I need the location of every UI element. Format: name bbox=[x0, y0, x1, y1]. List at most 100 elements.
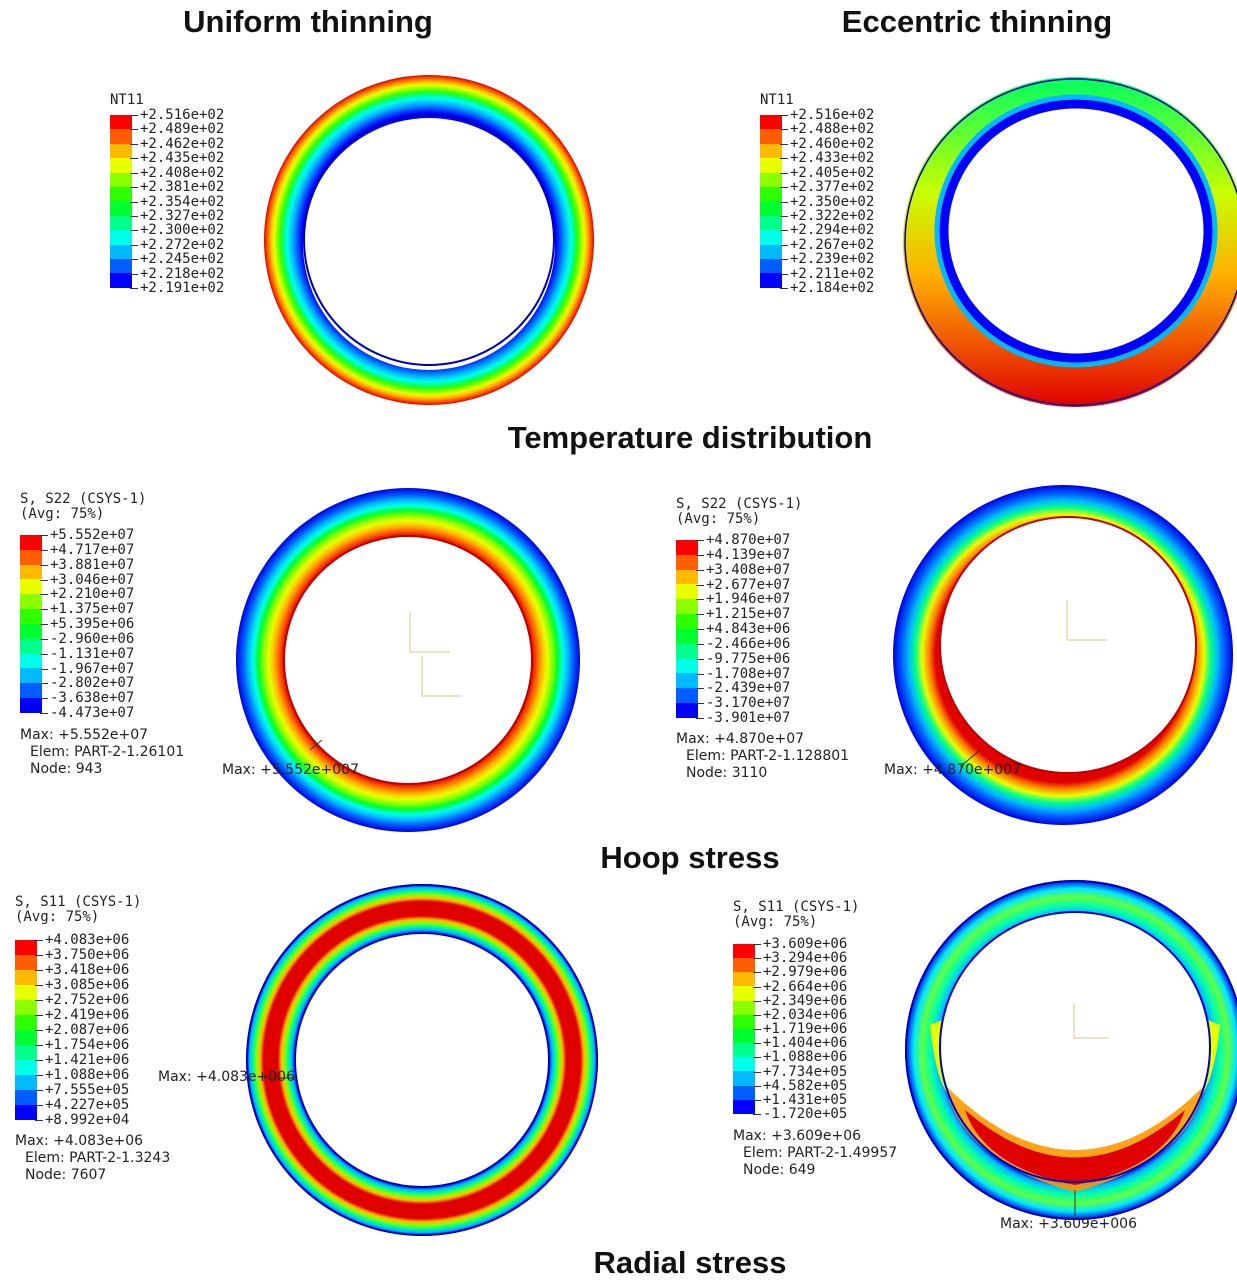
legend-tick bbox=[696, 584, 704, 586]
legend-swatch bbox=[676, 554, 698, 570]
info-elem: Elem: PART-2-1.49957 bbox=[743, 1145, 898, 1161]
max-label-radial-uniform: Max: +4.083e+006 bbox=[158, 1069, 295, 1085]
info-hoop-eccentric: Max: +4.870e+07 Elem: PART-2-1.128801 No… bbox=[676, 731, 849, 782]
legend-value: +3.046e+07 bbox=[50, 571, 135, 588]
legend-swatch bbox=[20, 579, 42, 595]
legend-swatch bbox=[676, 643, 698, 659]
legend-swatch bbox=[110, 158, 132, 173]
legend-header: S, S22 (CSYS-1) bbox=[20, 491, 147, 507]
legend-value: +3.085e+06 bbox=[45, 977, 130, 993]
legend-temperature-uniform: NT11 +2.516e+02 +2.489e+02 +2.462e+02 +2.435… bbox=[110, 93, 224, 296]
info-node: Node: 7607 bbox=[25, 1167, 107, 1183]
legend-value: +4.139e+07 bbox=[706, 546, 791, 563]
legend-swatch bbox=[15, 1045, 37, 1060]
info-elem: Elem: PART-2-1.3243 bbox=[25, 1150, 171, 1166]
legend-value: -2.960e+06 bbox=[50, 630, 135, 647]
legend-value: +2.239e+02 bbox=[790, 251, 875, 268]
legend-value: -3.901e+07 bbox=[706, 710, 791, 726]
legend-tick bbox=[130, 273, 138, 275]
legend-value: -2.466e+06 bbox=[706, 635, 791, 652]
legend-value: +2.272e+02 bbox=[140, 236, 225, 253]
temperature-distribution-title: Temperature distribution bbox=[507, 420, 873, 455]
legend-tick bbox=[35, 1105, 43, 1106]
max-label-hoop-uniform: Max: +5.552e+007 bbox=[222, 762, 359, 778]
legend-value: +1.375e+07 bbox=[50, 601, 135, 618]
legend-radial-uniform: S, S11 (CSYS-1) (Avg: 75%) +4.083e+06 +3.75… bbox=[15, 895, 141, 1128]
legend-value: -3.170e+07 bbox=[706, 695, 791, 712]
legend-tick bbox=[130, 288, 138, 289]
legend-value: +2.034e+06 bbox=[763, 1006, 848, 1023]
legend-tick bbox=[35, 985, 43, 986]
legend-colorbar bbox=[760, 115, 782, 288]
legend-swatch bbox=[760, 143, 782, 159]
legend-header: (Avg: 75%) bbox=[15, 909, 100, 925]
legend-hoop-eccentric: S, S22 (CSYS-1) (Avg: 75%) +4.870e+07 +4.13… bbox=[676, 497, 802, 726]
legend-value: +2.245e+02 bbox=[140, 251, 225, 268]
legend-tick bbox=[130, 187, 138, 189]
legend-swatch bbox=[110, 129, 132, 144]
legend-tick bbox=[780, 187, 788, 189]
legend-swatch bbox=[15, 1105, 37, 1120]
legend-swatch bbox=[110, 143, 132, 159]
legend-value: +2.752e+06 bbox=[45, 992, 130, 1008]
legend-tick bbox=[40, 579, 48, 581]
legend-value: +2.267e+02 bbox=[790, 236, 875, 253]
legend-colorbar bbox=[733, 944, 755, 1114]
legend-value: +2.488e+02 bbox=[790, 121, 875, 138]
legend-tick bbox=[753, 1057, 761, 1059]
legend-tick bbox=[35, 1030, 43, 1031]
legend-tick bbox=[130, 230, 138, 232]
info-max: Max: +5.552e+07 bbox=[20, 727, 149, 743]
legend-swatch bbox=[760, 259, 782, 274]
legend-value: +2.087e+06 bbox=[45, 1022, 130, 1038]
legend-tick bbox=[753, 958, 761, 960]
legend-header: (Avg: 75%) bbox=[676, 511, 761, 527]
legend-tick bbox=[696, 599, 704, 601]
legend-value: +5.395e+06 bbox=[50, 616, 135, 632]
legend-value: +2.664e+06 bbox=[763, 978, 848, 995]
legend-tick bbox=[40, 535, 48, 536]
legend-swatch bbox=[15, 1030, 37, 1045]
legend-swatch bbox=[676, 614, 698, 629]
legend-value: -1.131e+07 bbox=[50, 645, 135, 662]
info-max: Max: +3.609e+06 bbox=[733, 1128, 862, 1144]
legend-value: -2.802e+07 bbox=[50, 675, 135, 692]
legend-tick bbox=[696, 540, 704, 541]
legend-value: +2.294e+02 bbox=[790, 222, 875, 239]
legend-swatch bbox=[110, 172, 132, 188]
legend-value: +2.322e+02 bbox=[790, 207, 875, 224]
legend-value: +1.215e+07 bbox=[706, 606, 791, 623]
legend-tick bbox=[696, 658, 704, 660]
legend-value: +2.300e+02 bbox=[140, 222, 225, 239]
legend-value: +2.460e+02 bbox=[790, 135, 875, 152]
legend-tick bbox=[40, 624, 48, 625]
legend-tick bbox=[40, 698, 48, 700]
legend-swatch bbox=[676, 584, 698, 600]
legend-swatch bbox=[110, 259, 132, 274]
legend-tick bbox=[780, 215, 788, 217]
legend-value: +2.218e+02 bbox=[140, 265, 225, 282]
hoop-uniform-ring bbox=[236, 488, 581, 833]
legend-value: +4.582e+05 bbox=[763, 1077, 848, 1094]
legend-swatch bbox=[110, 215, 132, 231]
eccentric-thinning-title: Eccentric thinning bbox=[841, 4, 1113, 39]
legend-swatch bbox=[20, 594, 42, 610]
radial-uniform-ring bbox=[246, 884, 599, 1237]
legend-tick bbox=[780, 259, 788, 261]
legend-value: +1.719e+06 bbox=[763, 1021, 848, 1037]
legend-swatch bbox=[20, 549, 42, 565]
legend-value: -9.775e+06 bbox=[706, 650, 791, 667]
legend-tick bbox=[780, 273, 788, 275]
legend-swatch bbox=[760, 244, 782, 260]
info-hoop-uniform: Max: +5.552e+07 Elem: PART-2-1.26101 Nod… bbox=[20, 727, 184, 778]
legend-tick bbox=[35, 1015, 43, 1016]
legend-swatch bbox=[15, 940, 37, 955]
legend-value: +2.433e+02 bbox=[790, 150, 875, 167]
legend-swatch bbox=[110, 201, 132, 216]
info-node: Node: 649 bbox=[743, 1162, 816, 1178]
legend-swatch bbox=[20, 535, 42, 550]
legend-tick bbox=[753, 1114, 761, 1115]
legend-colorbar bbox=[110, 115, 132, 288]
legend-tick bbox=[35, 955, 43, 956]
legend-value: +2.191e+02 bbox=[140, 280, 225, 296]
